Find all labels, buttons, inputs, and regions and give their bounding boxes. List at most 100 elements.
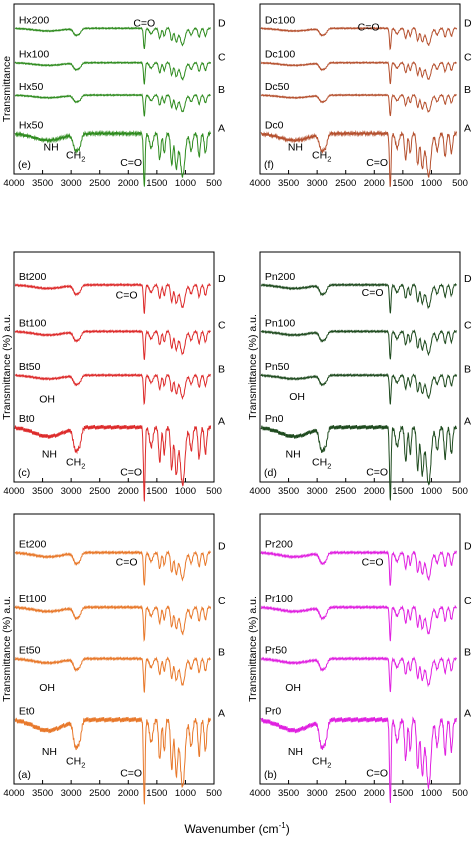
series-letter: D xyxy=(464,540,472,552)
series-label: Pr200 xyxy=(265,539,293,551)
chart-panel-6: 4000 3500 3000 2500 2000 1500 1000 500 Transmitt… xyxy=(247,514,472,803)
x-tick-label: 2000 xyxy=(364,486,385,497)
series-label: Bt50 xyxy=(19,361,41,373)
series-label: Et50 xyxy=(19,645,41,657)
series-letter: A xyxy=(218,708,225,720)
annotation-label: C=O xyxy=(120,767,142,779)
annotation-label: C=O xyxy=(366,157,388,169)
panel-tag: (a) xyxy=(18,769,31,781)
series-line-D xyxy=(261,284,457,313)
series-line-B xyxy=(15,94,211,116)
chart-panel-4: 4000 3500 3000 2500 2000 1500 1000 500 Transmitt… xyxy=(247,252,472,500)
x-tick-label: 4000 xyxy=(249,788,270,799)
annotation-label: CH2 xyxy=(66,756,85,770)
annotation-label: C=O xyxy=(116,556,138,568)
annotation-label: C=O xyxy=(366,466,388,478)
series-line-C xyxy=(15,331,211,360)
y-axis-label: Transmittance (%) a.u. xyxy=(247,596,259,702)
series-label: Bt100 xyxy=(19,317,47,329)
x-tick-label: 500 xyxy=(452,788,468,799)
chart-panels: 4000 3500 3000 2500 2000 1500 1000 500 Transmitt… xyxy=(1,4,472,804)
series-letter: A xyxy=(464,416,471,428)
x-tick-label: 1500 xyxy=(392,788,413,799)
y-axis-label: Transmittance (%) a.u. xyxy=(1,314,13,420)
panel-tag: (d) xyxy=(264,467,277,479)
annotation-label: C=O xyxy=(366,767,388,779)
x-tick-label: 3000 xyxy=(61,486,82,497)
series-line-D xyxy=(15,284,211,314)
annotation-label: C=O xyxy=(116,290,138,302)
annotation-label: CH2 xyxy=(66,457,85,471)
series-letter: B xyxy=(218,84,225,96)
annotation-label: NH xyxy=(42,746,57,758)
series-label: Dc0 xyxy=(265,120,284,132)
series-letter: B xyxy=(218,363,225,375)
series-label: Hx200 xyxy=(19,14,50,26)
series-letter: A xyxy=(464,123,471,135)
x-tick-label: 3000 xyxy=(307,178,328,189)
x-tick-label: 3000 xyxy=(307,486,328,497)
chart-panel-2: 4000 3500 3000 2500 2000 1500 1000 500(f)Dc100 D… xyxy=(249,4,472,189)
annotation-label: OH xyxy=(39,394,55,406)
series-letter: B xyxy=(464,84,471,96)
x-tick-label: 3500 xyxy=(32,178,53,189)
annotation-label: C=O xyxy=(120,157,142,169)
x-tick-label: 1000 xyxy=(175,788,196,799)
panel-tag: (c) xyxy=(18,467,30,479)
series-label: Pn100 xyxy=(265,317,296,329)
x-tick-label: 3000 xyxy=(61,178,82,189)
x-tick-label: 1000 xyxy=(175,486,196,497)
annotation-label: NH xyxy=(288,746,303,758)
annotation-label: C=O xyxy=(358,21,380,33)
series-letter: D xyxy=(218,273,226,285)
panel-tag: (f) xyxy=(264,159,274,171)
x-tick-label: 4000 xyxy=(3,788,24,799)
x-tick-label: 3500 xyxy=(32,788,53,799)
x-tick-label: 2500 xyxy=(335,486,356,497)
series-line-B xyxy=(261,94,457,116)
annotation-label: OH xyxy=(289,391,305,403)
x-tick-label: 1500 xyxy=(146,788,167,799)
annotation-label: OH xyxy=(39,682,55,694)
series-label: Pn50 xyxy=(265,361,290,373)
series-label: Et100 xyxy=(19,593,47,605)
series-line-C xyxy=(261,62,457,84)
series-label: Hx50 xyxy=(19,120,44,132)
series-label: Et0 xyxy=(19,706,35,718)
x-tick-label: 1000 xyxy=(175,178,196,189)
series-label: Pn0 xyxy=(265,413,284,425)
chart-panel-5: 4000 3500 3000 2500 2000 1500 1000 500 Transmitt… xyxy=(1,514,226,804)
x-tick-label: 500 xyxy=(452,486,468,497)
x-tick-label: 2000 xyxy=(118,486,139,497)
series-letter: C xyxy=(218,595,226,607)
series-letter: B xyxy=(464,646,471,658)
series-label: Hx50 xyxy=(19,81,44,93)
series-letter: A xyxy=(464,708,471,720)
x-tick-label: 1000 xyxy=(421,486,442,497)
series-line-D xyxy=(15,552,211,586)
series-letter: D xyxy=(218,17,226,29)
x-tick-label: 1000 xyxy=(421,178,442,189)
annotation-label: NH xyxy=(42,448,57,460)
series-line-D xyxy=(15,28,211,49)
panel-tag: (b) xyxy=(264,769,277,781)
x-tick-label: 2000 xyxy=(364,788,385,799)
series-letter: B xyxy=(464,363,471,375)
plot-frame xyxy=(14,514,214,784)
series-letter: C xyxy=(464,52,472,64)
x-tick-label: 2500 xyxy=(89,486,110,497)
annotation-label: C=O xyxy=(133,17,155,29)
x-tick-label: 3500 xyxy=(278,486,299,497)
x-tick-label: 1500 xyxy=(392,178,413,189)
x-tick-label: 3000 xyxy=(307,788,328,799)
panel-tag: (e) xyxy=(18,159,31,171)
x-tick-label: 1500 xyxy=(392,486,413,497)
series-label: Et200 xyxy=(19,539,47,551)
series-letter: A xyxy=(218,123,225,135)
series-letter: C xyxy=(464,320,472,332)
x-tick-label: 3500 xyxy=(278,178,299,189)
chart-panel-3: 4000 3500 3000 2500 2000 1500 1000 500 Transmitt… xyxy=(1,252,226,501)
annotation-label: C=O xyxy=(362,556,384,568)
series-label: Pr0 xyxy=(265,706,282,718)
